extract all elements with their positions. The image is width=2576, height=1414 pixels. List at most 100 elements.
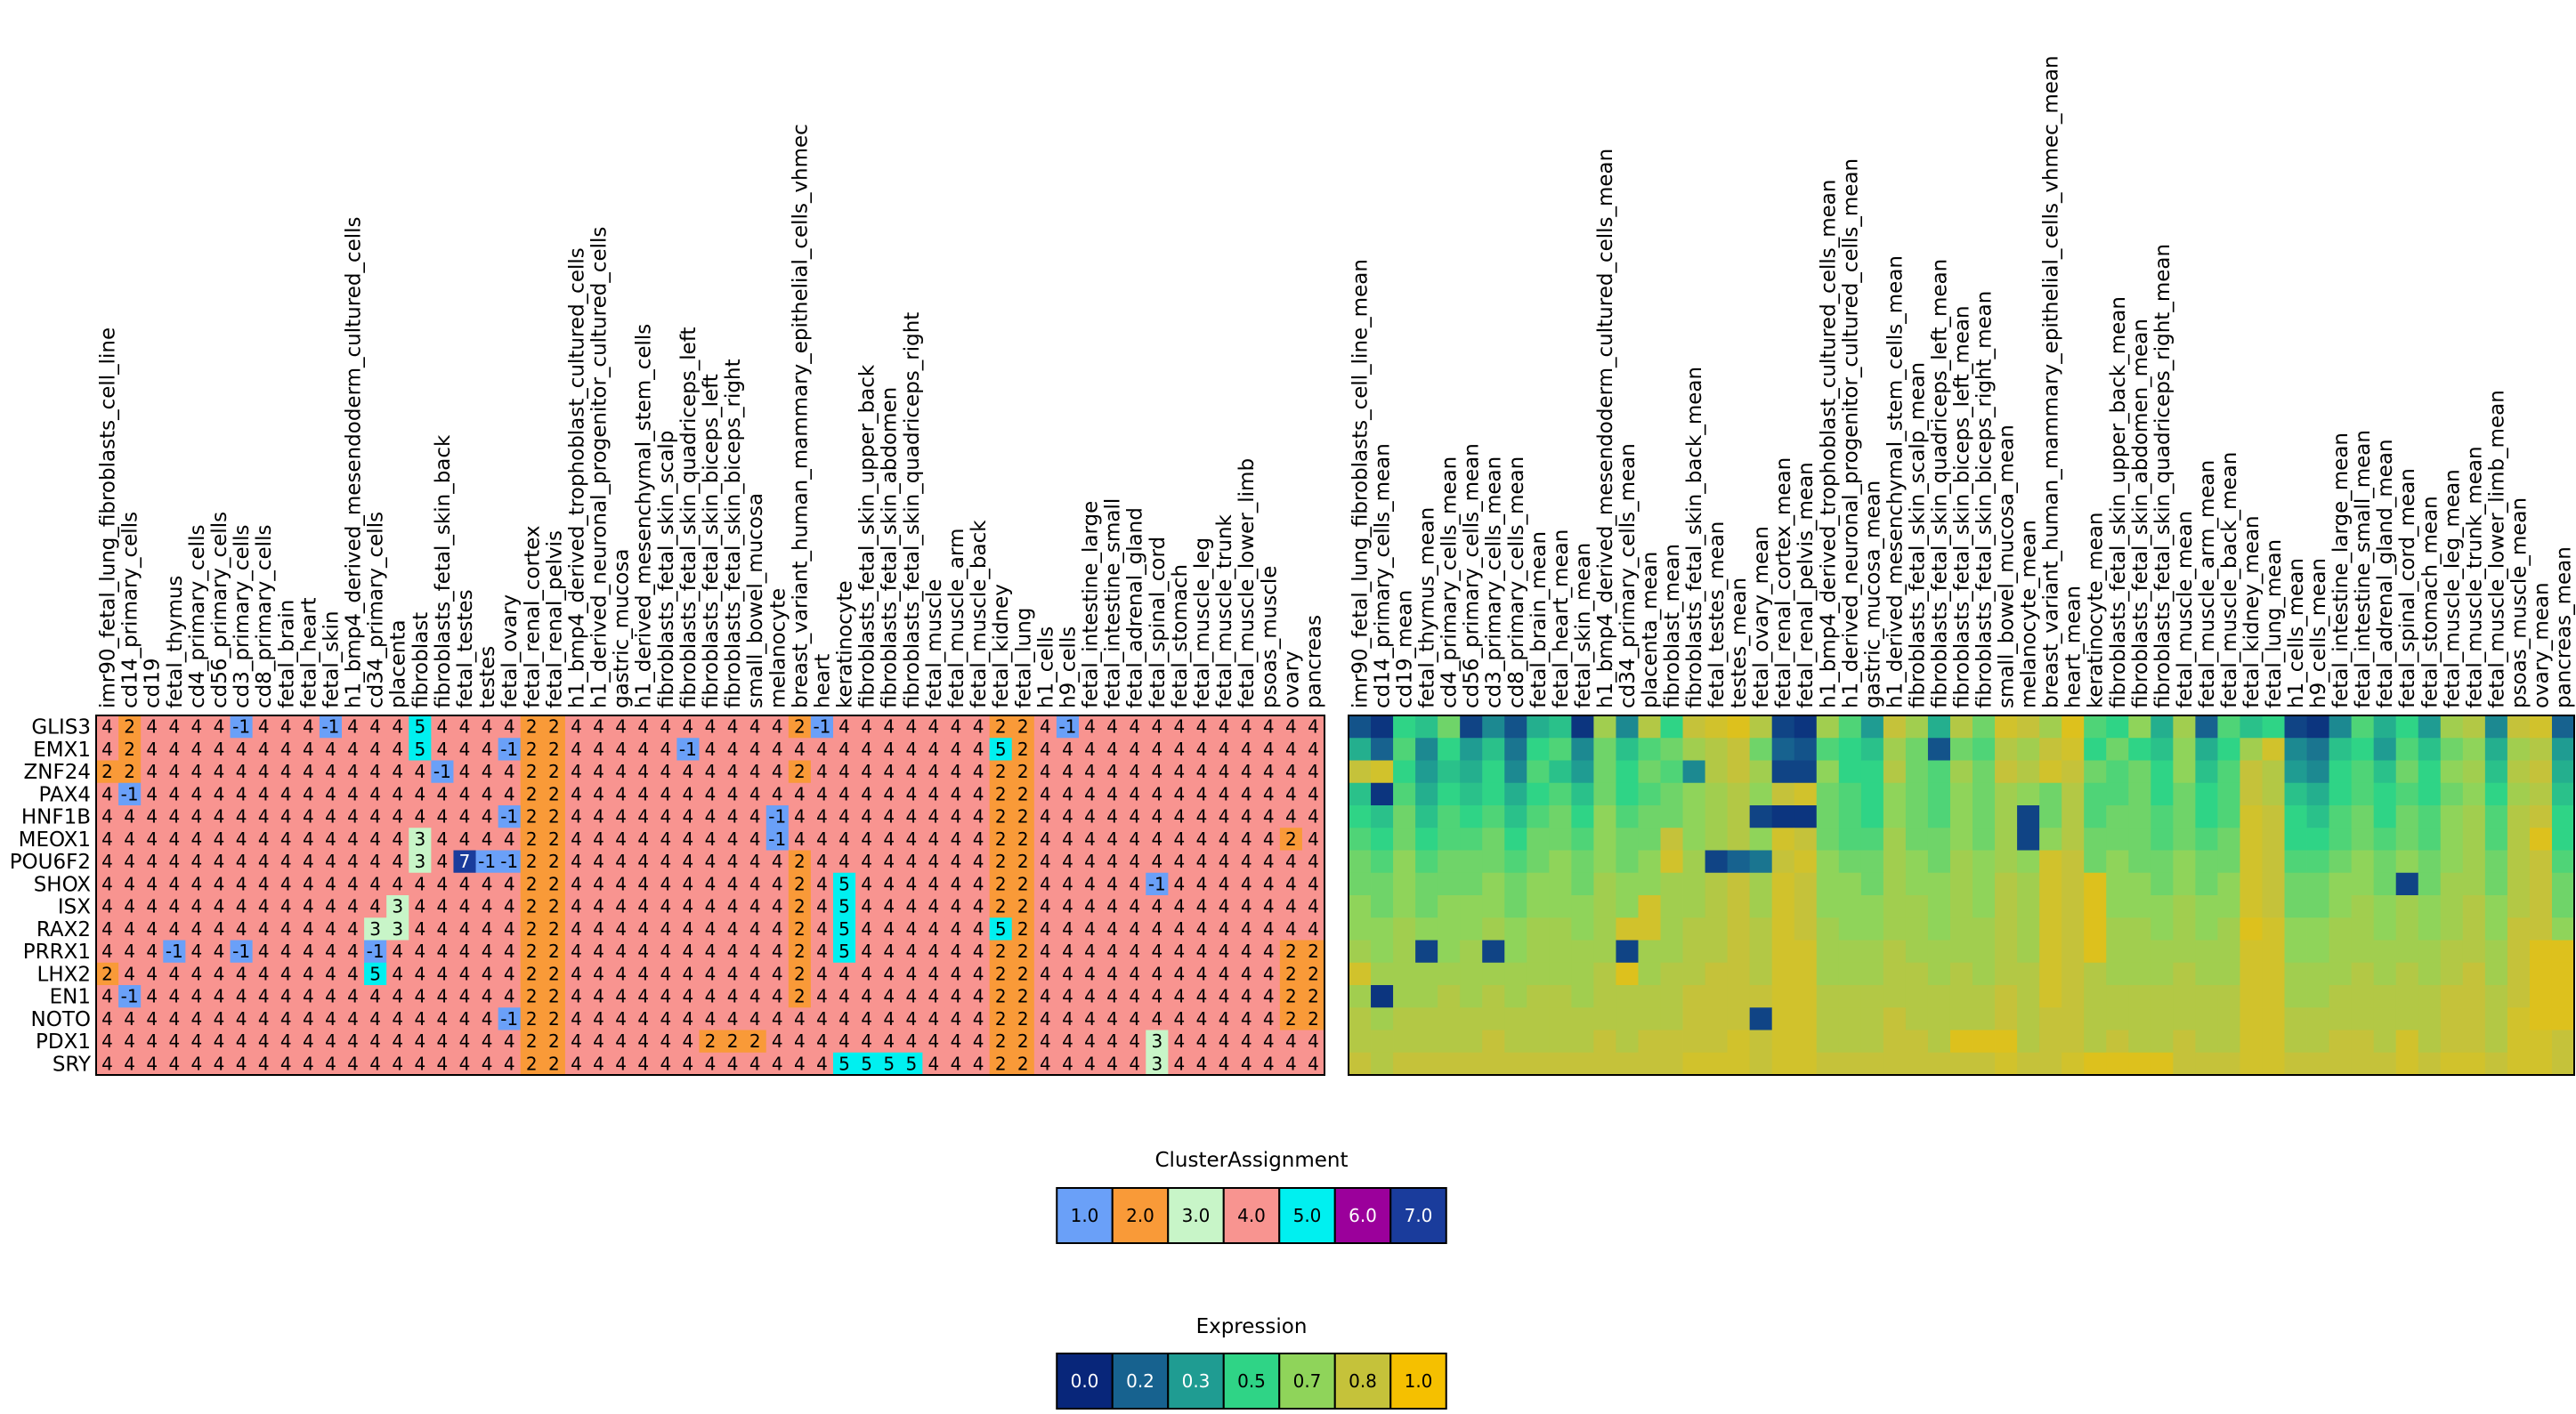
expression-cell: [1393, 985, 1416, 1008]
cluster-cell-label: 4: [1241, 941, 1252, 962]
cluster-cell: [855, 917, 879, 941]
expression-cell: [1838, 917, 1862, 941]
cluster-cell: [431, 985, 454, 1008]
expression-cell: [1771, 715, 1795, 739]
cluster-cell: [833, 985, 856, 1008]
cluster-cell: [342, 760, 365, 784]
cluster-cell: [967, 760, 991, 784]
expression-cell: [2462, 1052, 2486, 1076]
cluster-cell-label: 4: [705, 896, 717, 917]
expression-cell: [1460, 828, 1483, 851]
cluster-cell-label: 4: [593, 806, 604, 828]
cluster-cell: [1079, 1052, 1102, 1076]
cluster-cell: [1033, 917, 1057, 941]
cluster-cell: [96, 715, 119, 739]
expression-cell: [1371, 850, 1394, 874]
cluster-cell-label: 4: [303, 941, 314, 962]
cluster-cell: [431, 782, 454, 806]
cluster-cell: [498, 828, 522, 851]
cluster-cell: [431, 1052, 454, 1076]
cluster-cell-label: 4: [347, 806, 359, 828]
cluster-cell-label: 4: [727, 963, 739, 984]
expression-cell: [2373, 828, 2397, 851]
expression-cell: [1438, 828, 1461, 851]
expression-cell: [2062, 850, 2085, 874]
cluster-cell-label: 4: [571, 1053, 582, 1074]
cluster-cell-label: 4: [482, 828, 493, 850]
cluster-cell: [1033, 715, 1057, 739]
cluster-cell-label: 4: [1062, 851, 1073, 872]
cluster-cell: [96, 828, 119, 851]
expression-cell: [2418, 985, 2442, 1008]
cluster-cell-label: 4: [325, 1030, 336, 1052]
expression-cell: [2395, 917, 2419, 941]
expression-cell: [2262, 1007, 2285, 1030]
cluster-cell: [230, 940, 254, 964]
cluster-cell-label: 4: [705, 806, 717, 828]
expression-cell: [2151, 985, 2174, 1008]
cluster-cell: [788, 872, 812, 896]
expression-cell: [2062, 738, 2085, 761]
cluster-cell-label: 4: [1151, 828, 1162, 850]
cluster-cell: [230, 1030, 254, 1054]
cluster-cell: [520, 850, 544, 874]
cluster-cell: [342, 715, 365, 739]
row-label: ISX: [58, 896, 91, 919]
cluster-cell-label: 4: [1106, 1030, 1118, 1052]
cluster-cell: [1079, 985, 1102, 1008]
cluster-cell-label: 4: [593, 1008, 604, 1030]
cluster-cell: [788, 985, 812, 1008]
row-label: EMX1: [33, 739, 91, 762]
cluster-cell: [1190, 962, 1213, 986]
expression-cell: [2151, 828, 2174, 851]
cluster-cell: [163, 760, 186, 784]
expression-cell: [2128, 738, 2151, 761]
expression-cell: [1504, 760, 1527, 784]
expression-cell: [1438, 940, 1461, 964]
cluster-cell-label: 4: [280, 986, 292, 1007]
expression-cell: [2507, 738, 2531, 761]
cluster-cell-label: 4: [258, 1030, 270, 1052]
expression-cell: [2418, 828, 2442, 851]
expression-cell: [1504, 872, 1527, 896]
cluster-cell: [855, 805, 879, 828]
expression-cell: [1995, 940, 2018, 964]
expression-cell: [1727, 1052, 1751, 1076]
cluster-cell-label: 4: [973, 941, 984, 962]
cluster-cell-label: 4: [280, 941, 292, 962]
cluster-cell-label: 4: [347, 761, 359, 782]
cluster-cell: [342, 828, 365, 851]
cluster-cell: [1168, 872, 1191, 896]
expression-cell: [1660, 1052, 1683, 1076]
cluster-cell-label: 4: [727, 851, 739, 872]
cluster-cell-label: 4: [236, 851, 247, 872]
cluster-cell: [855, 985, 879, 1008]
cluster-cell-label: 4: [1263, 896, 1275, 917]
cluster-cell: [1257, 1007, 1281, 1030]
cluster-cell: [1301, 1007, 1325, 1030]
cluster-cell: [498, 760, 522, 784]
cluster-cell: [185, 715, 208, 739]
expression-cell: [1749, 872, 1773, 896]
cluster-cell-label: 4: [168, 918, 180, 940]
expression-cell: [2195, 962, 2218, 986]
cluster-cell-label: 4: [905, 963, 917, 984]
cluster-cell-label: 4: [593, 783, 604, 804]
expression-cell: [1838, 872, 1862, 896]
expression-cell: [2284, 1030, 2307, 1054]
cluster-cell: [520, 715, 544, 739]
cluster-cell-label: 4: [571, 716, 582, 738]
cluster-cell: [1212, 940, 1236, 964]
cluster-cell-label: 4: [504, 941, 515, 962]
expression-cell: [1438, 1030, 1461, 1054]
cluster-cell-label: 4: [1040, 716, 1051, 738]
expression-cell: [1549, 940, 1572, 964]
cluster-cell: [810, 985, 834, 1008]
cluster-cell-label: 4: [883, 918, 895, 940]
cluster-cell-label: 4: [101, 739, 113, 760]
cluster-cell: [900, 782, 923, 806]
expression-cell: [2462, 1030, 2486, 1054]
expression-cell: [1727, 985, 1751, 1008]
expression-cell: [1571, 872, 1594, 896]
cluster-cell: [319, 1052, 343, 1076]
